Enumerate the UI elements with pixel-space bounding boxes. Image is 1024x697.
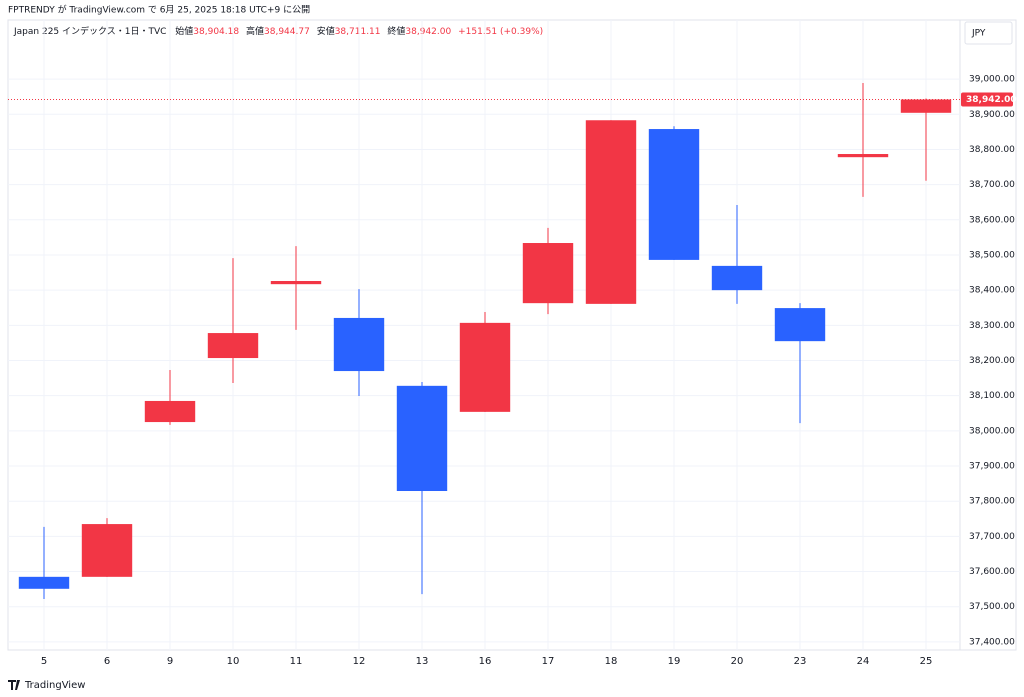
x-tick-label: 24 xyxy=(857,656,870,667)
candle-body xyxy=(585,120,637,304)
y-tick-label: 37,400.00 xyxy=(969,637,1015,647)
high-value: 38,944.77 xyxy=(264,27,310,37)
symbol: Japan 225 インデックス・1日・TVC xyxy=(13,25,166,37)
currency-box[interactable] xyxy=(964,21,1013,45)
y-tick-label: 38,100.00 xyxy=(969,391,1015,401)
y-tick-label: 37,500.00 xyxy=(969,602,1015,612)
x-tick-label: 23 xyxy=(794,656,807,667)
candle-body xyxy=(648,129,700,260)
open-value: 38,904.18 xyxy=(193,27,239,37)
y-tick-label: 38,000.00 xyxy=(969,426,1015,436)
change: +151.51 (+0.39%) xyxy=(458,27,543,37)
y-tick-label: 38,500.00 xyxy=(969,250,1015,260)
x-tick-label: 18 xyxy=(605,656,618,667)
y-tick-label: 38,200.00 xyxy=(969,356,1015,366)
y-tick-label: 37,600.00 xyxy=(969,567,1015,577)
candle-body xyxy=(396,385,448,492)
last-price-box xyxy=(961,92,1013,107)
y-tick-label: 37,800.00 xyxy=(969,497,1015,507)
chart-frame xyxy=(7,19,1017,651)
y-tick-label: 38,900.00 xyxy=(969,110,1015,120)
y-tick-label: 38,300.00 xyxy=(969,321,1015,331)
candle-body xyxy=(270,281,322,285)
x-tick-label: 12 xyxy=(353,656,366,667)
candle-body xyxy=(207,333,259,359)
x-tick-label: 20 xyxy=(731,656,744,667)
x-tick-label: 5 xyxy=(41,656,47,667)
y-tick-label: 38,600.00 xyxy=(969,215,1015,225)
y-tick-label: 37,700.00 xyxy=(969,532,1015,542)
candle-body xyxy=(837,154,889,158)
x-tick-label: 17 xyxy=(542,656,555,667)
candle-body xyxy=(18,576,70,589)
candle-body xyxy=(144,400,196,423)
candle-body xyxy=(81,524,133,577)
last-price-label: 38,942.00 xyxy=(966,95,1017,105)
y-tick-label: 39,000.00 xyxy=(969,75,1015,85)
low-value: 38,711.11 xyxy=(335,27,381,37)
candle-body xyxy=(900,99,952,113)
y-tick-label: 37,900.00 xyxy=(969,462,1015,472)
candle-body xyxy=(459,322,511,412)
legend: Japan 225 インデックス・1日・TVC 始値38,904.18 高値38… xyxy=(13,25,543,37)
x-tick-label: 19 xyxy=(668,656,681,667)
currency[interactable]: JPY xyxy=(971,29,986,39)
publish-info: FPTRENDY が TradingView.com で 6月 25, 2025… xyxy=(8,4,310,16)
x-tick-label: 9 xyxy=(167,656,173,667)
x-tick-label: 16 xyxy=(479,656,492,667)
brand: TradingView xyxy=(24,680,85,691)
x-tick-label: 11 xyxy=(290,656,303,667)
close-text: 終値 xyxy=(387,25,405,37)
x-tick-label: 6 xyxy=(104,656,110,667)
x-tick-label: 25 xyxy=(920,656,933,667)
x-tick-label: 13 xyxy=(416,656,429,667)
candle-body xyxy=(522,243,574,304)
candle-body xyxy=(774,308,826,342)
close-value: 38,942.00 xyxy=(405,27,451,37)
high-text: 高値 xyxy=(246,25,264,37)
y-tick-label: 38,800.00 xyxy=(969,145,1015,155)
candle-body xyxy=(333,317,385,372)
open-text: 始値 xyxy=(175,25,193,37)
y-tick-label: 38,400.00 xyxy=(969,286,1015,296)
candle-body xyxy=(711,265,763,291)
x-tick-label: 10 xyxy=(227,656,240,667)
brand-logo xyxy=(8,680,20,690)
low-text: 安値 xyxy=(317,25,335,37)
y-tick-label: 38,700.00 xyxy=(969,180,1015,190)
